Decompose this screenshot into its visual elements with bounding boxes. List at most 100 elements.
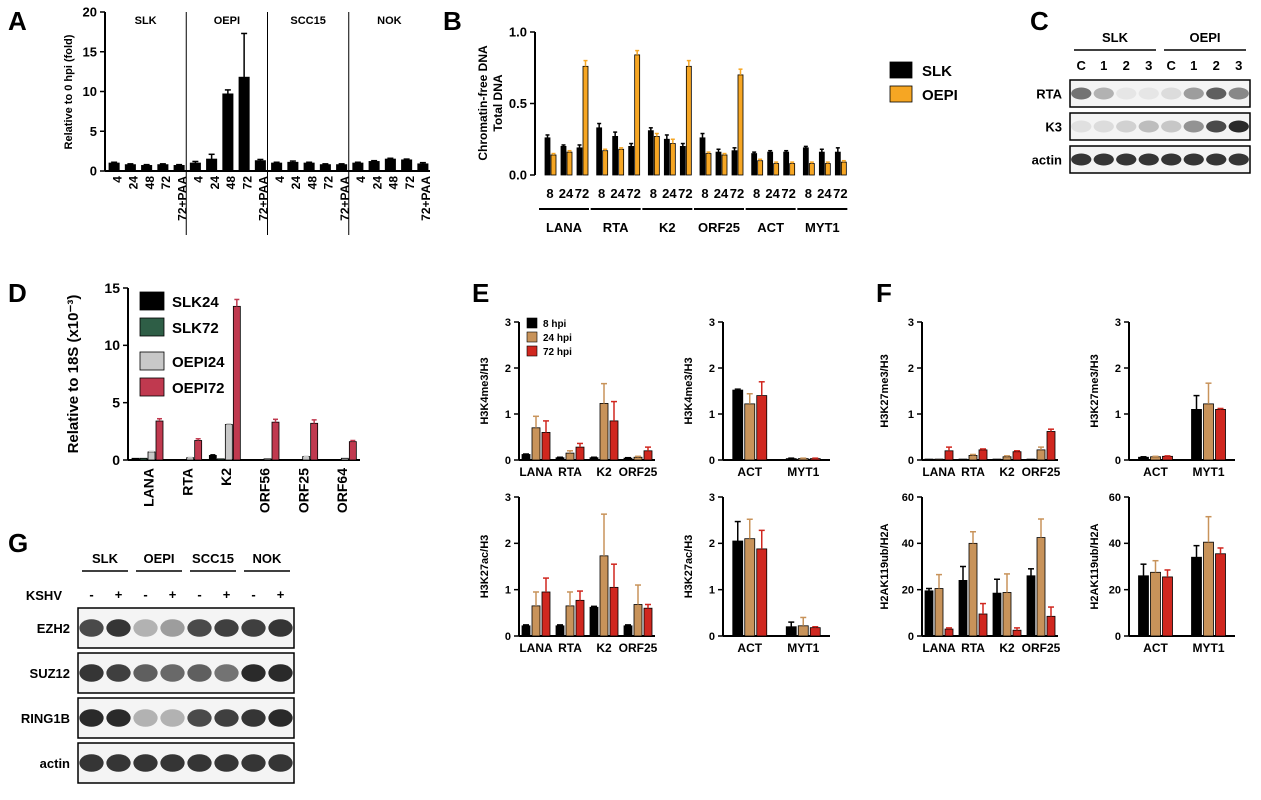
D-bar: [310, 422, 319, 461]
A-bar: [417, 163, 429, 172]
B-bar: [582, 65, 589, 176]
G-band: [106, 709, 131, 727]
D-bar: [170, 459, 179, 461]
B-gene-label: MYT1: [805, 220, 840, 235]
B-bar: [612, 135, 619, 176]
A-bar: [352, 162, 364, 172]
D-legend-label: OEPI72: [172, 380, 225, 397]
E1-x-tick-label: ORF25: [619, 465, 658, 479]
C-band: [1161, 120, 1182, 133]
B-timepoint-label: 72: [626, 186, 640, 201]
G-band: [79, 754, 104, 772]
G-band: [241, 664, 266, 682]
E3-y-label: H3K27ac/H3: [479, 535, 491, 599]
A-bar: [287, 161, 299, 172]
A-x-tick-label: 72+PAA: [257, 176, 271, 221]
G-row-label: actin: [40, 756, 70, 771]
C-band: [1116, 87, 1137, 100]
B-bar: [699, 137, 706, 176]
B-bar: [824, 163, 831, 176]
F3-y-label: H2AK119ub/H2A: [879, 523, 891, 609]
A-x-tick-label: 72: [240, 176, 254, 190]
A-bar: [108, 162, 120, 172]
E1-legend-label: 72 hpi: [543, 347, 572, 358]
G-lane-label: -: [251, 587, 255, 602]
E3-bar: [623, 625, 633, 637]
F2-bar: [1215, 408, 1226, 461]
B-bar: [715, 151, 722, 176]
G-band: [133, 709, 158, 727]
C-lane-label: 3: [1235, 58, 1242, 73]
A-x-tick-label: 72+PAA: [419, 176, 433, 221]
B-bar: [773, 163, 780, 176]
D-x-tick-label: ORF56: [257, 468, 273, 513]
E1-y-tick-label: 1: [505, 409, 511, 421]
A-bar: [401, 159, 413, 172]
A-y-tick-label: 10: [83, 84, 97, 99]
G-band: [133, 754, 158, 772]
F3-x-tick-label: ORF25: [1022, 641, 1061, 655]
E2-y-tick-label: 3: [709, 317, 715, 329]
B-bar: [544, 137, 551, 176]
F2-bar: [1150, 456, 1161, 461]
D-bar: [232, 305, 241, 461]
B-y-tick-label: 1.0: [509, 25, 527, 40]
E3-bar: [575, 599, 585, 637]
C-band: [1071, 87, 1092, 100]
E2-y-tick-label: 1: [709, 409, 715, 421]
F4-bar: [1203, 541, 1214, 637]
B-bar: [560, 145, 567, 176]
A-group-label: SCC15: [290, 15, 325, 27]
B-timepoint-label: 24: [765, 186, 780, 201]
E4-bar: [744, 538, 756, 637]
C-band: [1206, 120, 1227, 133]
C-band: [1183, 87, 1204, 100]
A-x-tick-label: 72+PAA: [338, 176, 352, 221]
B-bar: [602, 150, 609, 176]
F1-bar: [992, 458, 1002, 461]
B-timepoint-label: 72: [678, 186, 692, 201]
C-lane-label: 1: [1190, 58, 1197, 73]
E4-y-tick-label: 3: [709, 492, 715, 504]
B-timepoint-label: 72: [833, 186, 847, 201]
C-band: [1093, 120, 1114, 133]
E1-bar: [589, 457, 599, 461]
A-x-tick-label: 4: [354, 176, 368, 183]
E2-y-tick-label: 2: [709, 363, 715, 375]
D-bar: [178, 459, 187, 461]
E3-x-tick-label: ORF25: [619, 641, 658, 655]
E3-bar: [565, 605, 575, 637]
F2-y-tick-label: 3: [1115, 317, 1121, 329]
E1-y-tick-label: 2: [505, 363, 511, 375]
C-row-label: actin: [1032, 153, 1062, 168]
D-legend-swatch: [139, 317, 165, 337]
D-x-tick-label: ORF25: [295, 468, 311, 513]
B-timepoint-label: 8: [753, 186, 760, 201]
G-lane-label: -: [89, 587, 93, 602]
F3-bar: [968, 542, 978, 637]
F1-x-tick-label: RTA: [961, 465, 985, 479]
B-timepoint-label: 8: [650, 186, 657, 201]
A-x-tick-label: 4: [110, 176, 124, 183]
F1-y-label: H3K27me3/H3: [879, 354, 891, 427]
A-bar: [173, 165, 185, 172]
D-bar: [286, 459, 295, 461]
D-bar: [139, 457, 148, 461]
C-row-label: K3: [1045, 120, 1062, 135]
B-bar: [731, 150, 738, 176]
F4-y-tick-label: 60: [1109, 492, 1121, 504]
B-bar: [705, 153, 712, 176]
G-band: [160, 664, 185, 682]
panel-label-f: F: [876, 278, 892, 308]
D-legend-swatch: [139, 291, 165, 311]
E1-bar: [609, 420, 619, 461]
G-band: [241, 709, 266, 727]
F1-x-tick-label: ORF25: [1022, 465, 1061, 479]
F2-bar: [1138, 456, 1149, 461]
G-row-label: RING1B: [21, 711, 70, 726]
E1-legend-swatch: [526, 331, 538, 343]
B-gene-label: K2: [659, 220, 676, 235]
B-timepoint-label: 72: [781, 186, 795, 201]
E1-bar: [541, 431, 551, 461]
F4-x-tick-label: MYT1: [1192, 641, 1224, 655]
